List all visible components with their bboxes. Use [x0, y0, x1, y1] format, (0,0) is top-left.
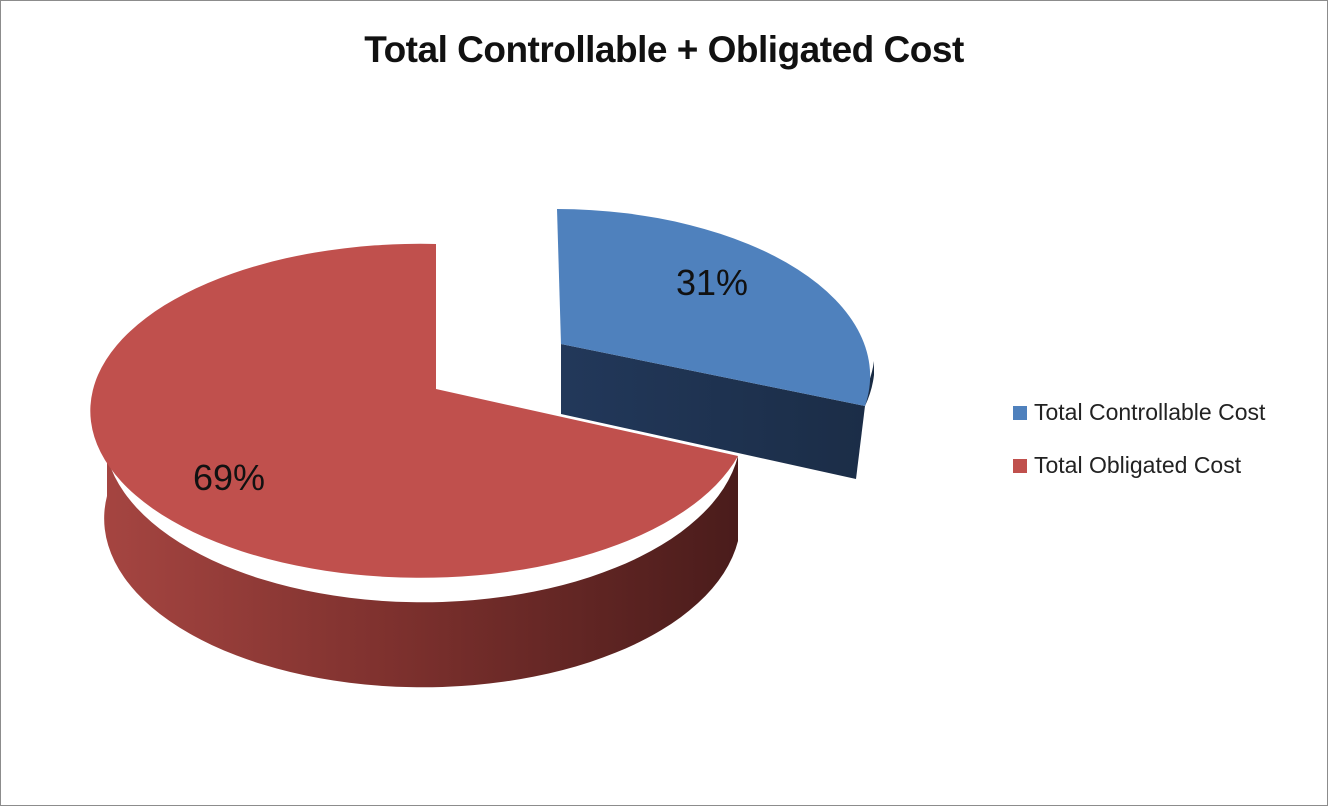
legend-swatch-total-controllable-cost — [1013, 405, 1027, 420]
chart-title: Total Controllable + Obligated Cost — [364, 29, 964, 70]
data-label-total-controllable-cost: 31% — [676, 262, 748, 303]
legend-swatch-total-obligated-cost — [1013, 458, 1027, 473]
slice-side-total-controllable-cost — [561, 344, 865, 479]
slice-side-total-obligated-cost — [104, 411, 739, 688]
legend-label-total-controllable-cost: Total Controllable Cost — [1034, 399, 1266, 425]
legend-item-total-controllable-cost: Total Controllable Cost — [1013, 399, 1323, 426]
slice-total-obligated-cost — [90, 243, 739, 578]
legend-label-total-obligated-cost: Total Obligated Cost — [1034, 452, 1242, 478]
slice-total-controllable-cost — [557, 209, 871, 406]
legend-item-total-obligated-cost: Total Obligated Cost — [1013, 452, 1323, 479]
legend: Total Controllable Cost Total Obligated … — [1013, 399, 1323, 505]
data-label-total-obligated-cost: 69% — [193, 457, 265, 498]
